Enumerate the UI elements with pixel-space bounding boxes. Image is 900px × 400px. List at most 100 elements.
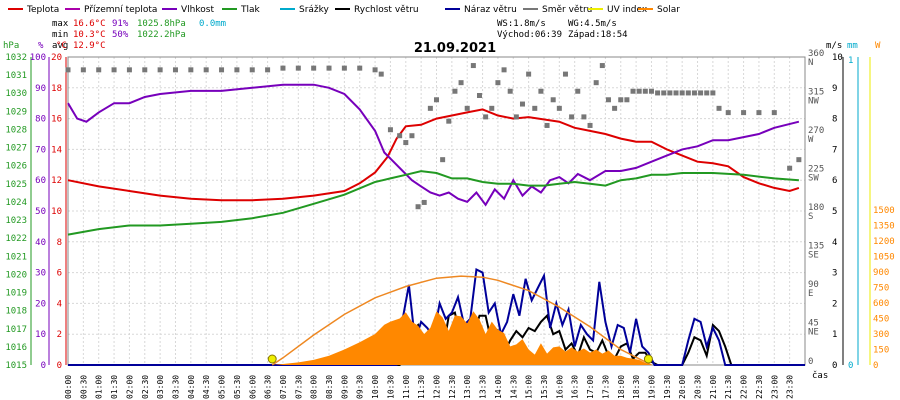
time-tick-label: 06:00: [248, 375, 257, 399]
wind-direction-point: [311, 65, 317, 71]
wind-direction-point: [691, 90, 697, 96]
time-tick-label: 01:30: [110, 375, 119, 399]
time-tick-label: 13:30: [479, 375, 488, 399]
time-tick-label: 14:00: [494, 375, 503, 399]
hum-tick-label: 90: [35, 84, 46, 94]
press-tick-label: 1015: [5, 361, 27, 371]
wind-direction-point: [378, 71, 384, 77]
legend-item-label: Směr větru: [542, 5, 592, 15]
wind-direction-point: [556, 105, 562, 111]
wind-direction-point: [725, 110, 731, 116]
legend-item-label: Vlhkost: [181, 5, 214, 15]
series-teplota-line: [67, 108, 800, 202]
press-axis-title: hPa: [3, 41, 19, 51]
wind-direction-point: [249, 67, 255, 73]
wind-direction-point: [648, 88, 654, 94]
wind-direction-point: [636, 88, 642, 94]
dir-compass-label: W: [808, 135, 814, 145]
hum-tick-label: 50: [35, 207, 46, 217]
wind-direction-point: [787, 165, 793, 171]
wind-direction-point: [756, 110, 762, 116]
legend-item-label: Přízemní teplota: [84, 5, 157, 15]
wind-direction-point: [587, 122, 593, 128]
legend: Teplota Přízemní teplota Vlhkost Tlak Srážky…: [8, 5, 680, 15]
hum-tick-label: 40: [35, 238, 46, 248]
wind-tick-label: 4: [832, 238, 837, 248]
wind-direction-point: [434, 97, 439, 103]
legend-item-label: Solar: [657, 5, 680, 15]
temp-tick-label: 10: [51, 207, 62, 217]
wind-direction-point: [387, 127, 393, 133]
time-tick-label: 12:00: [433, 375, 442, 399]
wind-direction-point: [532, 105, 538, 111]
press-tick-label: 1019: [5, 289, 27, 299]
time-tick-label: 01:00: [95, 375, 104, 399]
press-tick-label: 1026: [5, 162, 27, 172]
wind-direction-point: [771, 110, 777, 116]
time-tick-label: 20:30: [694, 375, 703, 399]
wind-direction-point: [280, 65, 286, 71]
wind-direction-point: [569, 114, 575, 120]
solar-tick-label: 900: [873, 268, 889, 278]
wind-direction-point: [403, 140, 409, 146]
uv-index-marker: [643, 354, 653, 364]
wind-direction-point: [458, 80, 464, 86]
wind-direction-point: [476, 93, 482, 98]
wind-direction-point: [126, 67, 132, 73]
time-tick-label: 05:30: [233, 375, 242, 399]
wind-tick-label: 5: [832, 207, 837, 217]
hum-tick-label: 70: [35, 145, 46, 155]
dir-compass-label: SW: [808, 174, 819, 184]
press-tick-label: 1027: [5, 144, 27, 154]
time-tick-label: 23:30: [786, 375, 795, 399]
time-tick-label: 04:00: [187, 375, 196, 399]
time-tick-label: 04:30: [202, 375, 211, 399]
legend-item-label: Rychlost větru: [354, 5, 419, 15]
dir-compass-label: E: [808, 289, 813, 299]
rain-tick-label: 1: [848, 56, 853, 66]
legend-item-label: Teplota: [26, 5, 59, 15]
time-tick-label: 18:00: [617, 375, 626, 399]
legend-item-label: Náraz větru: [464, 5, 517, 15]
stats-min-press: 1022.2hPa: [137, 30, 186, 40]
hum-tick-label: 20: [35, 299, 46, 309]
press-tick-label: 1022: [5, 234, 27, 244]
stats-max-press: 1025.8hPa: [137, 19, 186, 29]
time-tick-label: 08:30: [325, 375, 334, 399]
time-tick-label: 18:30: [632, 375, 641, 399]
solar-tick-label: 1500: [873, 206, 895, 216]
time-tick-label: 19:00: [647, 375, 656, 399]
wind-direction-point: [507, 88, 513, 94]
stats-sunrise: Východ:06:39: [497, 30, 562, 40]
series-solar-teoretick--line: [271, 275, 652, 366]
solar-tick-label: 1050: [873, 253, 895, 263]
dir-compass-label: NE: [808, 328, 819, 338]
temp-tick-label: 12: [51, 176, 62, 186]
press-tick-label: 1020: [5, 270, 27, 280]
wind-direction-point: [489, 105, 495, 111]
wind-direction-point: [642, 88, 648, 94]
dir-tick-label: 360: [808, 49, 824, 59]
solar-tick-label: 750: [873, 284, 889, 294]
wind-direction-point: [716, 105, 722, 111]
wind-direction-point: [111, 67, 117, 73]
time-tick-label: 16:30: [571, 375, 580, 399]
wind-direction-point: [172, 67, 178, 73]
stats-block: max 16.6°C 91% 1025.8hPa 0.0mm min 10.3°…: [52, 19, 628, 51]
series-solar-area: [273, 311, 652, 365]
wind-direction-point: [483, 114, 489, 120]
time-tick-label: 15:00: [525, 375, 534, 399]
time-tick-label: 21:00: [709, 375, 718, 399]
wind-direction-point: [397, 133, 403, 139]
wind-direction-point: [741, 110, 747, 116]
hum-tick-label: 10: [35, 330, 46, 340]
time-tick-label: 17:00: [586, 375, 595, 399]
dir-tick-label: 45: [808, 319, 819, 329]
wind-direction-point: [409, 133, 415, 139]
chart-title: 21.09.2021: [414, 41, 496, 56]
wind-direction-point: [341, 65, 347, 71]
wind-tick-label: 7: [832, 145, 837, 155]
time-tick-label: 05:00: [218, 375, 227, 399]
dir-compass-label: S: [808, 212, 813, 222]
